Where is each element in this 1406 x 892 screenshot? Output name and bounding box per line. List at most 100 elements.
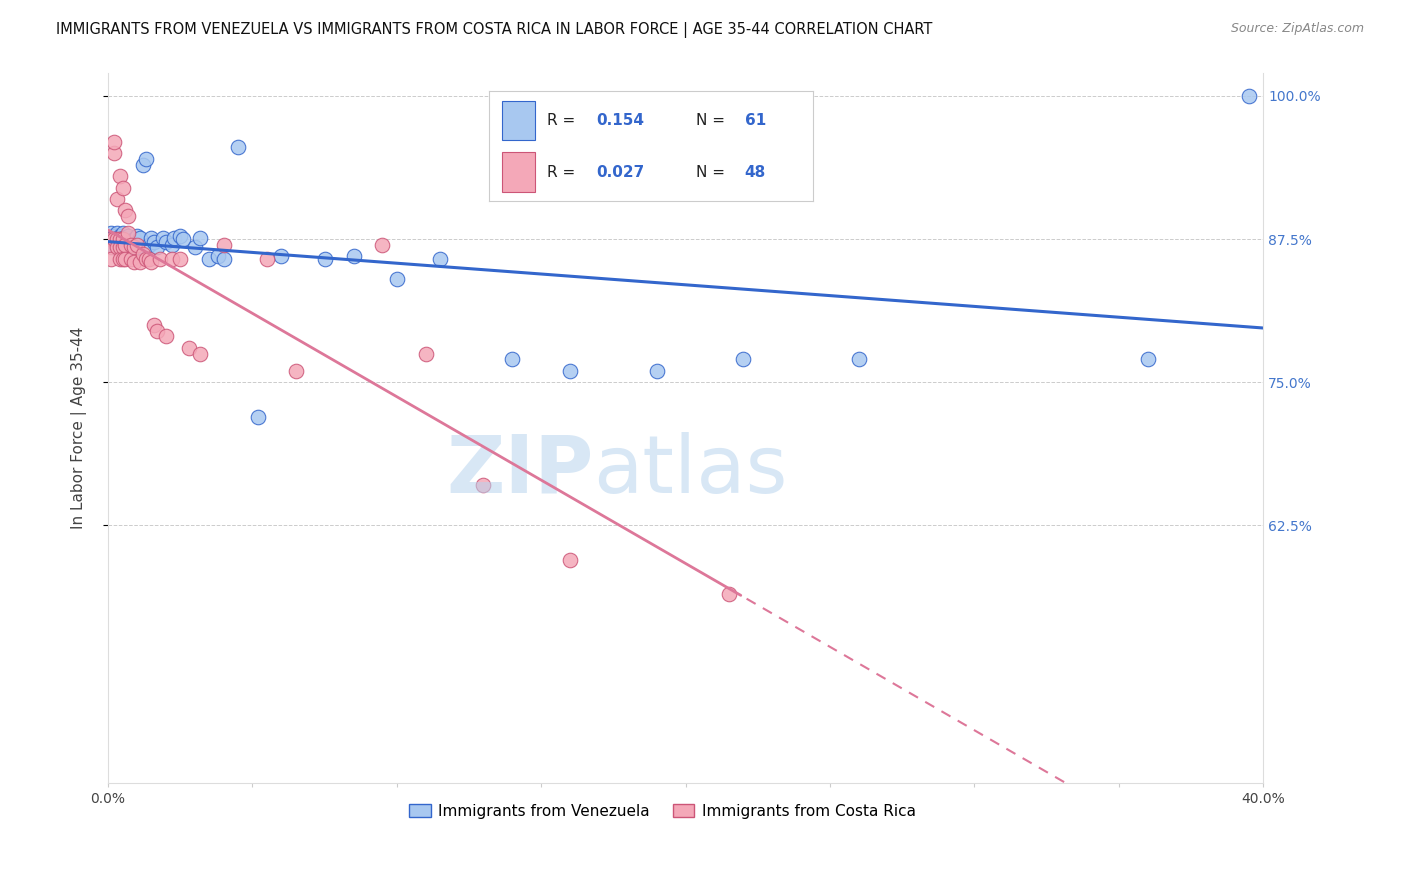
Point [111,232,134,246]
Point [558,552,581,566]
Point [117,209,139,223]
Point [111,180,134,194]
Point [111,227,134,241]
Point [125,240,148,254]
Point [314,252,336,266]
Text: Source: ZipAtlas.com: Source: ZipAtlas.com [1230,22,1364,36]
Point [135,152,157,166]
Point [103,228,125,243]
Point [122,240,145,254]
Point [108,169,131,183]
Point [114,232,136,246]
Point [169,228,191,243]
Point [105,231,128,245]
Text: ZIP: ZIP [446,432,593,509]
Point [114,237,136,252]
Point [103,146,125,161]
Point [183,240,205,254]
Point [114,252,136,266]
Point [108,240,131,254]
Point [103,240,125,254]
Point [284,364,307,378]
Point [120,252,142,266]
Point [169,252,191,266]
Point [132,158,155,172]
Point [155,329,177,343]
Point [117,228,139,243]
Point [558,364,581,378]
Point [472,478,495,492]
Point [172,232,194,246]
Point [152,231,174,245]
Point [143,318,166,332]
Text: IMMIGRANTS FROM VENEZUELA VS IMMIGRANTS FROM COSTA RICA IN LABOR FORCE | AGE 35-: IMMIGRANTS FROM VENEZUELA VS IMMIGRANTS … [56,22,932,38]
Point [135,252,157,266]
Point [114,240,136,254]
Point [177,341,200,355]
Point [105,232,128,246]
Point [342,249,364,263]
Point [132,247,155,261]
Point [270,249,292,263]
Point [103,235,125,250]
Point [149,252,172,266]
Point [108,228,131,243]
Point [247,409,270,424]
Y-axis label: In Labor Force | Age 35-44: In Labor Force | Age 35-44 [72,326,87,529]
Point [103,237,125,252]
Point [138,252,160,266]
Point [415,346,437,360]
Point [100,252,122,266]
Point [122,255,145,269]
Point [163,231,186,245]
Point [105,240,128,254]
Point [143,235,166,250]
Point [111,237,134,252]
Point [120,240,142,254]
Point [848,352,870,367]
Point [212,237,235,252]
Point [120,237,142,252]
Point [160,237,183,252]
Point [501,352,523,367]
Point [114,235,136,250]
Point [108,252,131,266]
Point [146,324,169,338]
Point [103,232,125,246]
Point [155,235,177,250]
Point [207,249,229,263]
Point [190,346,212,360]
Point [100,240,122,254]
Point [100,232,122,246]
Point [111,252,134,266]
Point [117,227,139,241]
Point [128,255,150,269]
Point [141,255,163,269]
Point [108,235,131,250]
Point [226,140,249,154]
Point [105,232,128,246]
Point [385,272,408,286]
Point [103,135,125,149]
Point [111,240,134,254]
Point [100,232,122,246]
Point [122,232,145,246]
Point [138,237,160,252]
Point [114,203,136,218]
Point [371,237,394,252]
Point [117,231,139,245]
Point [120,235,142,250]
Point [111,232,134,246]
Point [105,227,128,241]
Point [198,252,221,266]
Text: atlas: atlas [593,432,787,509]
Point [141,231,163,245]
Point [733,352,755,367]
Point [108,231,131,245]
Point [256,252,278,266]
Point [212,252,235,266]
Point [125,228,148,243]
Legend: Immigrants from Venezuela, Immigrants from Costa Rica: Immigrants from Venezuela, Immigrants fr… [404,797,922,825]
Point [429,252,451,266]
Point [1136,352,1159,367]
